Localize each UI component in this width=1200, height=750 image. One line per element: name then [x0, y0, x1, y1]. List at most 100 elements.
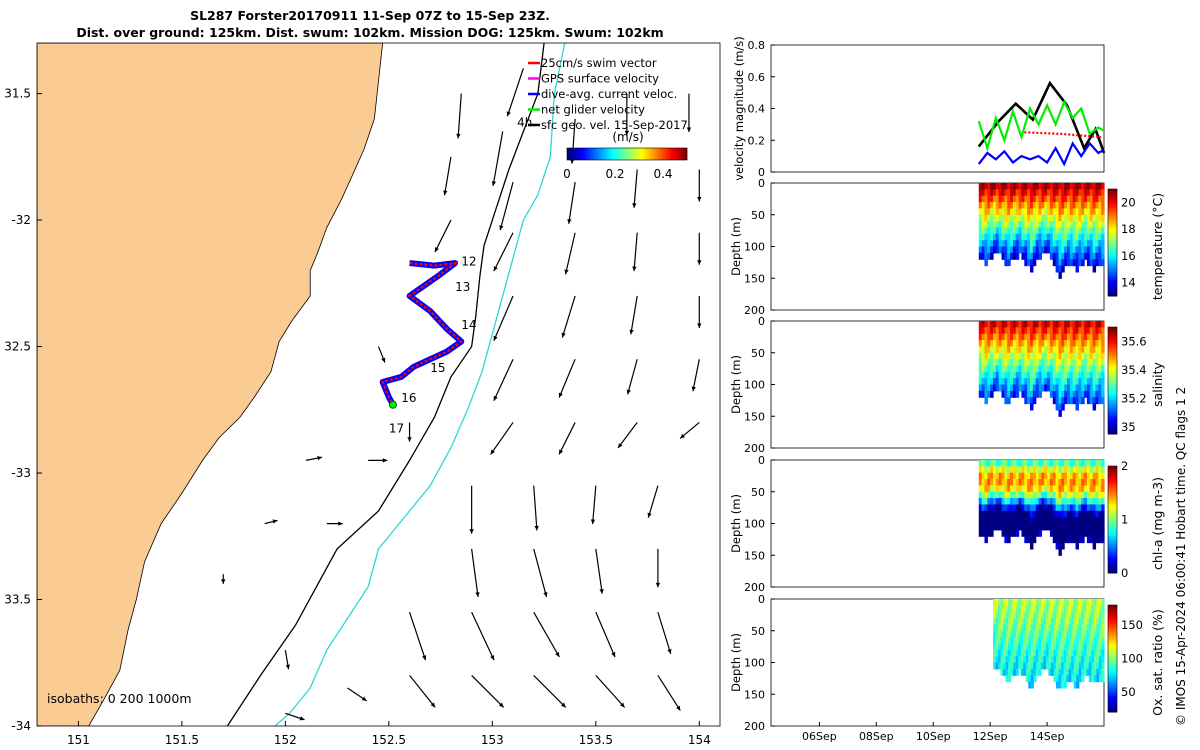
depth-panel-cell: [984, 378, 988, 386]
depth-panel-cell: [995, 624, 999, 632]
depth-panel-cell: [981, 240, 986, 248]
depth-panel-cell: [1095, 202, 1099, 209]
depth-panel-cell: [1064, 259, 1068, 267]
depth-panel-cell: [1038, 252, 1042, 260]
depth-panel-cell: [995, 208, 1000, 216]
depth-panel-cell: [981, 472, 986, 480]
depth-panel-cell: [1010, 359, 1014, 367]
current-vector-head: [543, 592, 548, 597]
depth-panel-cell: [1044, 384, 1048, 392]
depth-panel-cell: [1035, 346, 1040, 354]
depth-panel-cell: [1058, 409, 1062, 417]
depth-panel-cell: [1005, 624, 1009, 632]
depth-panel-cell: [1098, 536, 1102, 544]
depth-panel-cell: [1086, 321, 1091, 328]
depth-panel-cell: [1092, 498, 1097, 506]
depth-panel-cell: [1078, 479, 1082, 486]
depth-panel-cell: [978, 227, 983, 235]
current-vector: [558, 422, 576, 455]
panel-colorbar-cell: [1108, 396, 1117, 400]
depth-panel-cell: [1041, 195, 1045, 203]
depth-panel-cell: [1058, 548, 1062, 556]
depth-panel-cell: [995, 365, 1000, 373]
depth-panel-cell: [1101, 195, 1105, 203]
depth-panel-cell: [984, 195, 988, 203]
depth-panel-cell: [1041, 517, 1045, 525]
depth-panel-cell: [1063, 611, 1067, 619]
depth-panel-cell: [1041, 498, 1045, 506]
depth-panel-cell: [1089, 365, 1094, 373]
depth-panel-cell: [1061, 327, 1065, 335]
depth-panel-cell: [1051, 605, 1055, 613]
depth-panel-cell: [1024, 504, 1028, 512]
panel-colorbar-cell: [1108, 237, 1117, 241]
depth-panel-cell: [1007, 246, 1011, 254]
colorbar-cell: [601, 148, 604, 160]
depth-panel-cell: [1033, 605, 1037, 613]
depth-panel-cell: [990, 485, 994, 493]
depth-panel-cell: [1004, 384, 1008, 392]
depth-panel-cell: [1101, 252, 1105, 260]
panel-colorbar-cell: [1108, 359, 1117, 363]
panel-colorbar-cell: [1108, 479, 1117, 483]
depth-panel-cell: [1058, 252, 1062, 260]
depth-panel-cell: [1101, 618, 1105, 625]
depth-panel-cell: [1078, 208, 1082, 216]
depth-panel-cell: [1024, 183, 1028, 190]
depth-panel-cell: [1018, 202, 1023, 209]
depth-panel-cell: [1010, 321, 1014, 328]
depth-panel-cell: [1064, 189, 1068, 197]
depth-panel-cell: [1092, 259, 1097, 267]
depth-panel-cell: [1049, 202, 1054, 209]
depth-panel-cell: [1075, 246, 1079, 254]
depth-panel-cell: [1023, 643, 1027, 651]
depth-panel-cell: [1010, 618, 1014, 625]
current-vector-head: [590, 519, 596, 525]
depth-panel-cell: [1001, 327, 1005, 335]
depth-panel-cell: [1035, 479, 1040, 486]
depth-panel-cell: [1035, 208, 1040, 216]
depth-panel-cell: [1032, 517, 1037, 525]
depth-panel-cell: [1055, 183, 1060, 190]
depth-panel-cell: [1041, 466, 1045, 474]
depth-panel-cell: [1098, 485, 1102, 493]
depth-panel-cell: [1076, 618, 1080, 625]
depth-panel-cell: [1041, 208, 1045, 216]
depth-panel-cell: [1081, 643, 1085, 651]
depth-panel-cell: [1072, 384, 1077, 392]
depth-panel-cell: [1049, 333, 1054, 341]
depth-panel-cell: [1095, 390, 1099, 398]
depth-panel-cell: [1049, 252, 1054, 260]
depth-panel-cell: [1025, 624, 1029, 632]
depth-panel-cell: [1081, 365, 1085, 373]
depth-panel-cell: [1088, 656, 1092, 664]
colorbar-cell: [661, 148, 664, 160]
depth-panel-cell: [987, 359, 991, 367]
depth-panel-cell: [1030, 536, 1034, 544]
depth-panel-cell: [1040, 624, 1045, 632]
depth-panel-cell: [1064, 523, 1068, 531]
panel-colorbar-tick-label: 35.2: [1121, 391, 1147, 405]
depth-panel-cell: [1078, 662, 1082, 670]
depth-panel-cell: [1061, 371, 1065, 379]
depth-panel-cell: [993, 649, 997, 657]
depth-panel-cell: [1061, 333, 1065, 341]
depth-panel-cell: [1081, 517, 1085, 525]
depth-panel-cell: [1012, 233, 1017, 241]
depth-panel-cell: [1000, 643, 1004, 651]
depth-y-tick-label: 100: [744, 657, 765, 670]
depth-panel-cell: [1083, 618, 1087, 625]
depth-panel-cell: [1008, 637, 1012, 645]
depth-panel-cell: [1032, 252, 1037, 260]
panel-colorbar-tick-label: 0: [1121, 566, 1128, 580]
panel-colorbar-cell: [1108, 695, 1117, 700]
depth-panel-cell: [1058, 517, 1062, 525]
depth-panel-cell: [1101, 371, 1105, 379]
depth-panel-cell: [1052, 536, 1057, 544]
depth-panel-cell: [1027, 466, 1031, 474]
day-label: 16: [401, 391, 416, 405]
depth-panel-cell: [987, 214, 991, 222]
depth-panel-cell: [1096, 599, 1100, 606]
depth-panel-cell: [1052, 321, 1057, 328]
depth-panel-cell: [1081, 227, 1085, 235]
